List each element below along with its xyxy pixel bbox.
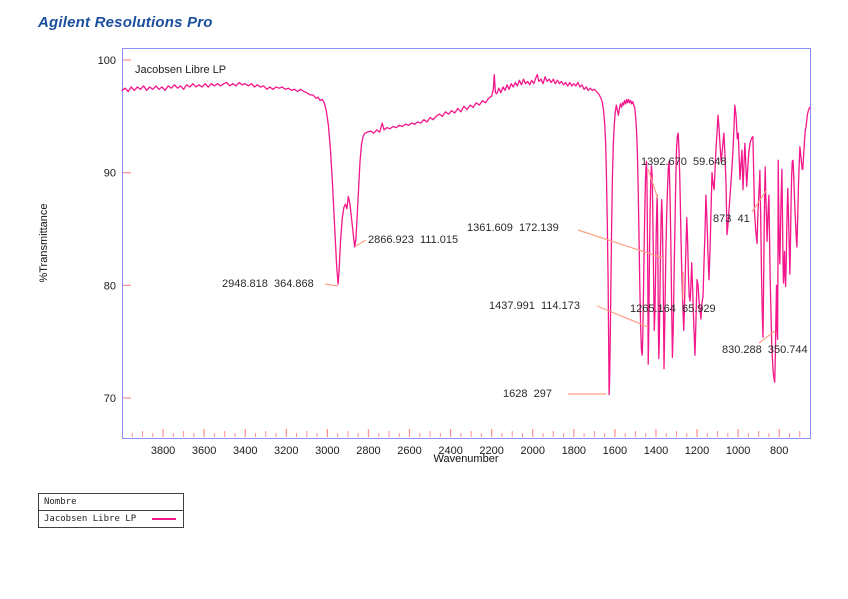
x-tick-label: 3600 xyxy=(192,445,216,457)
x-tick-label: 800 xyxy=(770,445,788,457)
peak-annotation-label: 1361.609 172.139 xyxy=(467,222,559,234)
plot-frame xyxy=(122,48,811,439)
y-axis-title: %Transmittance xyxy=(38,203,50,283)
x-tick-label: 2600 xyxy=(397,445,421,457)
legend-header: Nombre xyxy=(39,494,183,511)
x-tick-label: 1000 xyxy=(726,445,750,457)
x-tick-label: 1200 xyxy=(685,445,709,457)
x-axis-title: Wavenumber xyxy=(433,453,499,465)
x-tick-label: 3800 xyxy=(151,445,175,457)
y-tick-label: 100 xyxy=(98,55,116,67)
peak-annotation-label: 2866.923 111.015 xyxy=(368,234,458,246)
x-tick-label: 2800 xyxy=(356,445,380,457)
spectrum-trace xyxy=(121,73,811,396)
app-title: Agilent Resolutions Pro xyxy=(38,14,213,31)
y-tick-label: 70 xyxy=(104,393,116,405)
peak-leader-line xyxy=(758,330,776,344)
x-tick-label: 2000 xyxy=(521,445,545,457)
x-tick-label: 2400 xyxy=(438,445,462,457)
x-tick-label: 3000 xyxy=(315,445,339,457)
peak-annotation-label: 1628 297 xyxy=(503,388,552,400)
y-tick-label: 90 xyxy=(104,168,116,180)
legend-entry-label: Jacobsen Libre LP xyxy=(44,514,137,524)
peak-leader-line xyxy=(596,305,649,328)
x-tick-label: 3400 xyxy=(233,445,257,457)
peak-leader-line xyxy=(577,229,664,259)
y-tick-label: 80 xyxy=(104,280,116,292)
peak-annotation-label: 1392.670 59.648 xyxy=(641,156,727,168)
peak-leader-line xyxy=(751,190,767,213)
peak-annotation-label: 2948.818 364.868 xyxy=(222,278,314,290)
peak-annotation-label: 1265.164 65.929 xyxy=(630,303,716,315)
x-tick-label: 1600 xyxy=(603,445,627,457)
x-tick-label: 2200 xyxy=(479,445,503,457)
peak-leader-line xyxy=(355,239,367,247)
legend-header-label: Nombre xyxy=(44,497,77,507)
legend: Nombre Jacobsen Libre LP xyxy=(38,493,184,528)
legend-entry[interactable]: Jacobsen Libre LP xyxy=(39,511,183,527)
peak-leader-line xyxy=(647,168,659,200)
peak-leader-line xyxy=(324,283,339,287)
peak-annotation-label: 830.288 350.744 xyxy=(722,344,808,356)
x-tick-label: 3200 xyxy=(274,445,298,457)
x-tick-label: 1800 xyxy=(562,445,586,457)
legend-line-swatch xyxy=(152,518,176,520)
x-tick-label: 1400 xyxy=(644,445,668,457)
peak-annotation-label: 1437.991 114.173 xyxy=(489,300,580,312)
peak-annotation-label: 873 41 xyxy=(713,213,750,225)
series-label: Jacobsen Libre LP xyxy=(135,64,227,76)
